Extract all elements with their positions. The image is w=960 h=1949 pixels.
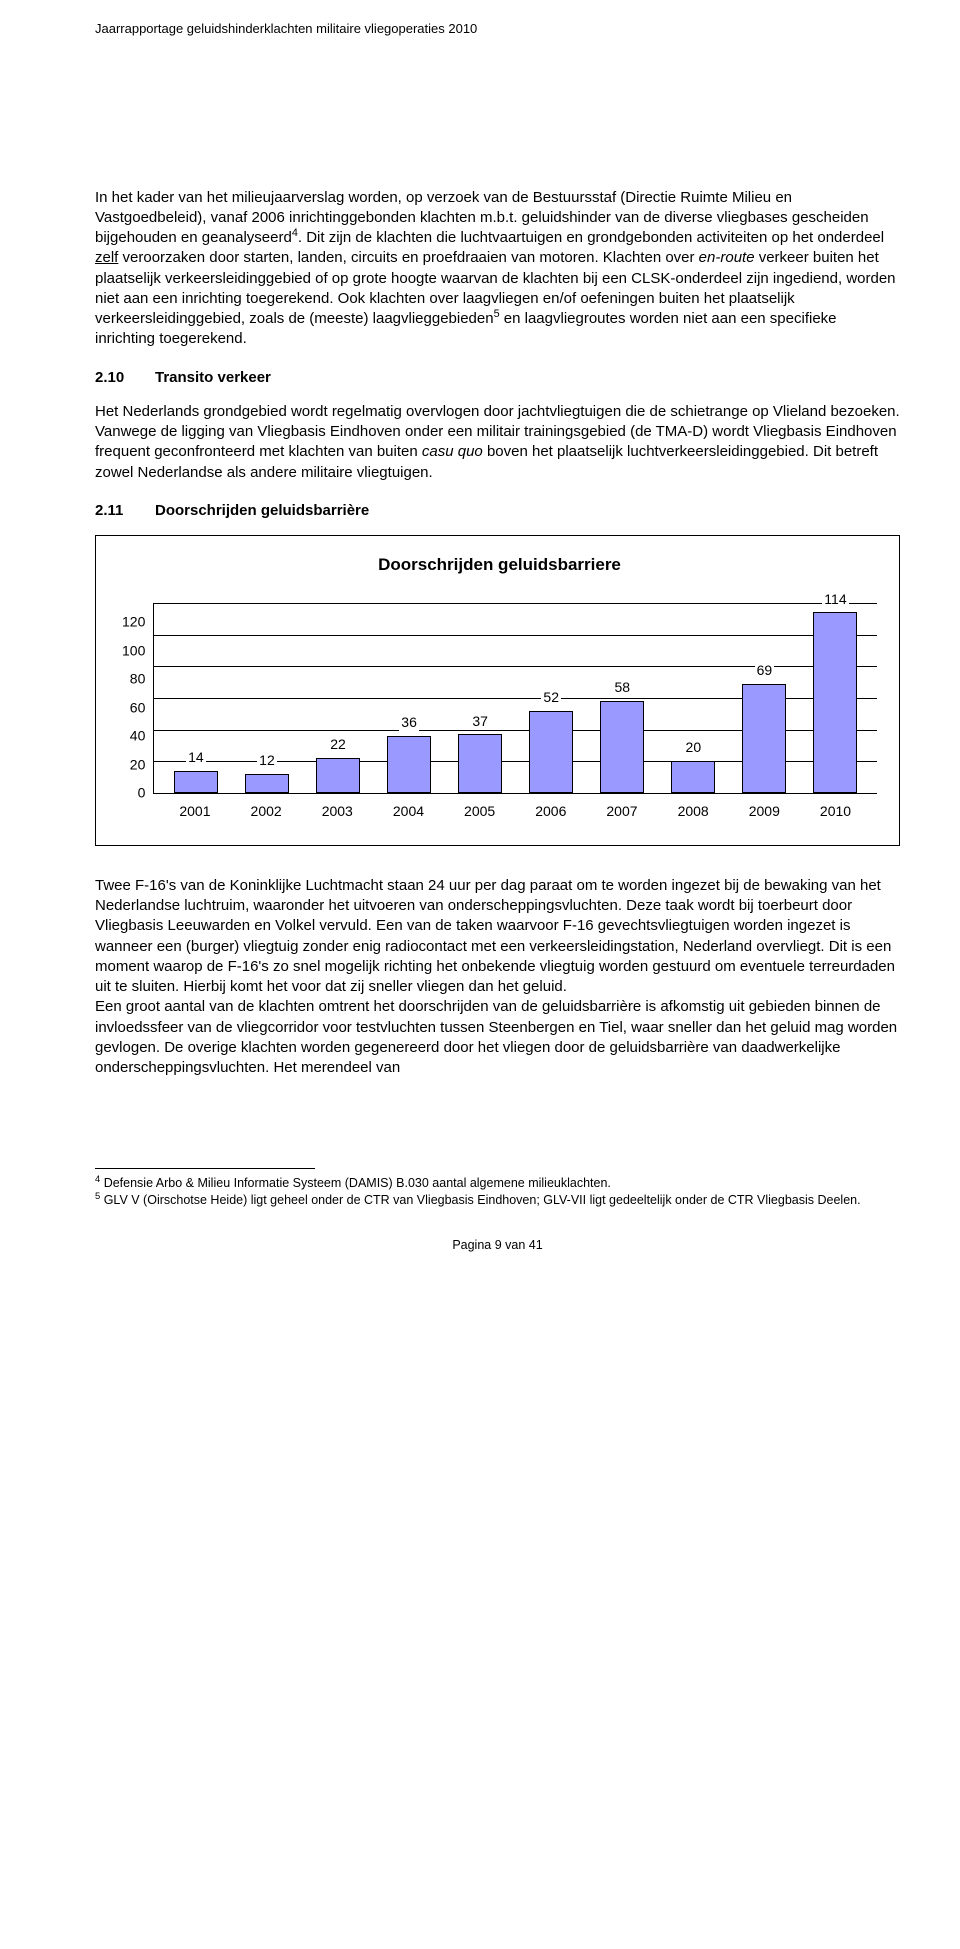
- chart-x-axis: 2001200220032004200520062007200820092010: [153, 794, 877, 821]
- x-tick-label: 2007: [586, 802, 657, 821]
- bar: [600, 701, 644, 793]
- bar: [529, 711, 573, 793]
- section-number: 2.11: [95, 501, 155, 521]
- bar: [316, 758, 360, 793]
- footnote-text: GLV V (Oirschotse Heide) ligt geheel ond…: [100, 1193, 860, 1207]
- x-tick-label: 2010: [800, 802, 871, 821]
- bar-value-label: 114: [822, 590, 848, 609]
- bar-slot: 36: [374, 713, 445, 793]
- x-tick-label: 2004: [373, 802, 444, 821]
- section-number: 2.10: [95, 368, 155, 388]
- bar-value-label: 37: [470, 712, 490, 731]
- bar-chart: Doorschrijden geluidsbarriere 1201008060…: [95, 535, 900, 846]
- section-heading-210: 2.10Transito verkeer: [95, 368, 900, 388]
- y-tick-label: 80: [130, 669, 146, 688]
- section-heading-211: 2.11Doorschrijden geluidsbarrière: [95, 501, 900, 521]
- bar-slot: 114: [800, 590, 871, 793]
- y-tick-label: 120: [122, 612, 145, 631]
- section-title: Transito verkeer: [155, 369, 271, 386]
- text-italic: en-route: [699, 249, 755, 266]
- page-header: Jaarrapportage geluidshinderklachten mil…: [95, 20, 900, 38]
- chart-plot-area: 141222363752582069114: [153, 603, 877, 794]
- bar-slot: 12: [231, 751, 302, 793]
- y-tick-label: 20: [130, 755, 146, 774]
- x-tick-label: 2003: [302, 802, 373, 821]
- y-tick-label: 60: [130, 698, 146, 717]
- paragraph-intro: In het kader van het milieujaarverslag w…: [95, 188, 900, 350]
- x-tick-label: 2009: [729, 802, 800, 821]
- y-tick-label: 0: [138, 784, 146, 803]
- footnote-5: 5 GLV V (Oirschotse Heide) ligt geheel o…: [95, 1192, 900, 1209]
- bar-value-label: 58: [612, 678, 632, 697]
- x-tick-label: 2005: [444, 802, 515, 821]
- page-number: Pagina 9 van 41: [95, 1237, 900, 1254]
- text: Twee F-16's van de Koninklijke Luchtmach…: [95, 877, 895, 995]
- bar-slot: 69: [729, 661, 800, 793]
- x-tick-label: 2002: [231, 802, 302, 821]
- chart-title: Doorschrijden geluidsbarriere: [122, 554, 877, 577]
- bar: [387, 736, 431, 793]
- bar: [174, 771, 218, 793]
- bar-slot: 22: [302, 735, 373, 793]
- text: . Dit zijn de klachten die luchtvaartuig…: [298, 229, 884, 246]
- x-tick-label: 2006: [515, 802, 586, 821]
- chart-y-axis: 120100806040200: [122, 603, 153, 793]
- bar: [245, 774, 289, 793]
- text-underline: zelf: [95, 249, 118, 266]
- chart-plot-wrap: 141222363752582069114 200120022003200420…: [153, 603, 877, 821]
- bar-value-label: 22: [328, 735, 348, 754]
- footnotes: 4 Defensie Arbo & Milieu Informatie Syst…: [95, 1175, 900, 1209]
- bar-value-label: 20: [684, 738, 704, 757]
- chart-body: 120100806040200 141222363752582069114 20…: [122, 603, 877, 821]
- bar-value-label: 14: [186, 748, 206, 767]
- bar: [742, 684, 786, 793]
- section-title: Doorschrijden geluidsbarrière: [155, 502, 369, 519]
- x-tick-label: 2008: [658, 802, 729, 821]
- paragraph-210: Het Nederlands grondgebied wordt regelma…: [95, 402, 900, 483]
- bar: [813, 612, 857, 793]
- paragraph-211a: Twee F-16's van de Koninklijke Luchtmach…: [95, 876, 900, 1079]
- text-italic: casu quo: [422, 443, 483, 460]
- x-tick-label: 2001: [159, 802, 230, 821]
- bar-value-label: 69: [755, 661, 775, 680]
- y-tick-label: 100: [122, 641, 145, 660]
- gridline: [154, 603, 877, 604]
- bar-value-label: 36: [399, 713, 419, 732]
- bar-slot: 14: [160, 748, 231, 793]
- text: Een groot aantal van de klachten omtrent…: [95, 998, 897, 1076]
- bar-slot: 58: [587, 678, 658, 793]
- bar-value-label: 52: [541, 688, 561, 707]
- bar-slot: 52: [516, 688, 587, 793]
- footnote-text: Defensie Arbo & Milieu Informatie Systee…: [100, 1176, 611, 1190]
- y-tick-label: 40: [130, 726, 146, 745]
- bar: [671, 761, 715, 793]
- text: veroorzaken door starten, landen, circui…: [118, 249, 698, 266]
- footnote-4: 4 Defensie Arbo & Milieu Informatie Syst…: [95, 1175, 900, 1192]
- footnote-separator: [95, 1168, 315, 1169]
- document-page: Jaarrapportage geluidshinderklachten mil…: [0, 0, 960, 1284]
- bar-slot: 20: [658, 738, 729, 793]
- bar: [458, 734, 502, 793]
- gridline: [154, 635, 877, 636]
- bar-slot: 37: [445, 712, 516, 793]
- bar-value-label: 12: [257, 751, 277, 770]
